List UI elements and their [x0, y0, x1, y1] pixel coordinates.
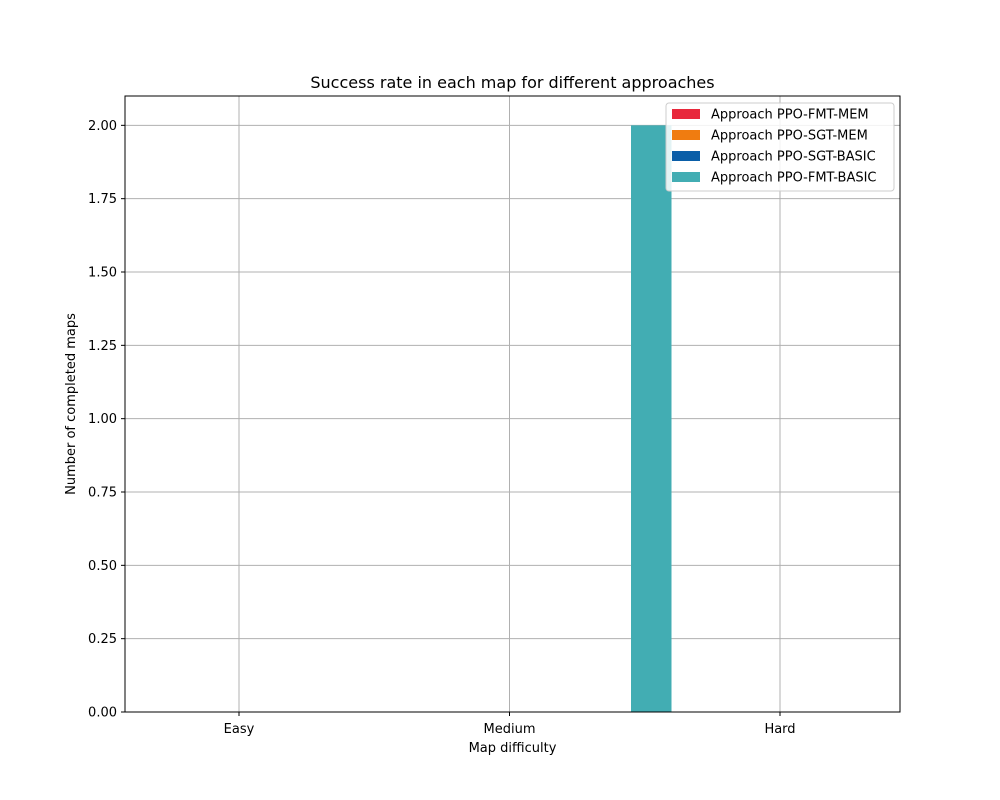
legend: Approach PPO-FMT-MEM Approach PPO-SGT-MEM…	[665, 102, 895, 192]
legend-label: Approach PPO-FMT-MEM	[711, 108, 869, 123]
x-tick-label: Easy	[224, 722, 255, 737]
y-tick-label: 1.50	[88, 266, 117, 281]
plot-frame	[124, 95, 901, 713]
y-axis-label: Number of completed maps	[64, 313, 79, 495]
legend-label: Approach PPO-FMT-BASIC	[711, 171, 877, 186]
legend-label: Approach PPO-SGT-BASIC	[711, 150, 876, 165]
x-axis-label: Map difficulty	[469, 741, 557, 756]
legend-box	[665, 102, 895, 192]
grid-lines	[125, 96, 900, 713]
bar-approach-ppo-fmt-basic-medium	[631, 125, 672, 713]
legend-label: Approach PPO-SGT-MEM	[711, 129, 868, 144]
bars	[631, 125, 672, 713]
y-tick-label: 1.00	[88, 412, 117, 427]
legend-swatch	[672, 151, 700, 161]
y-tick-label: 1.75	[88, 192, 117, 207]
y-tick-label: 0.00	[88, 706, 117, 721]
y-tick-label: 1.25	[88, 339, 117, 354]
legend-swatch	[672, 109, 700, 119]
y-tick-label: 0.75	[88, 486, 117, 501]
legend-swatch	[672, 172, 700, 182]
legend-swatch	[672, 130, 700, 140]
y-tick-label: 2.00	[88, 119, 117, 134]
y-tick-label: 0.50	[88, 559, 117, 574]
x-tick-label: Medium	[484, 722, 536, 737]
x-tick-label: Hard	[764, 722, 795, 737]
chart-title: Success rate in each map for different a…	[310, 73, 714, 92]
y-tick-label: 0.25	[88, 632, 117, 647]
ticks: 0.00 0.25 0.50 0.75 1.00 1.25 1.50 1.75 2.00 Easy…	[88, 119, 796, 737]
